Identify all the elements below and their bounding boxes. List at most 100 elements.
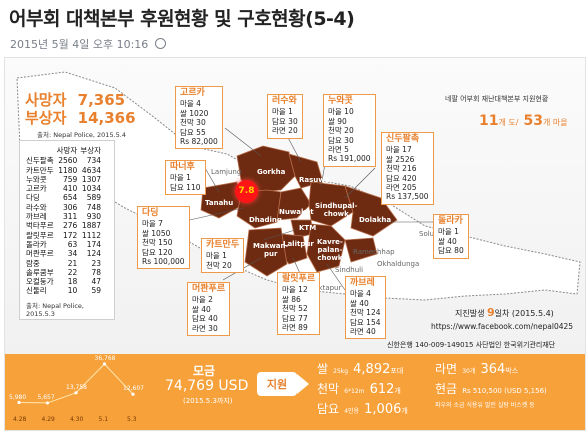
table-cell: 1307	[81, 174, 102, 184]
table-cell: 21	[67, 258, 78, 268]
table-header: 사망자	[56, 146, 78, 155]
relief-box-line: 라면 5	[328, 145, 349, 155]
relief-box-lalitpur: 랄릿푸르 마을 12 쌀 86 천막 52 담요 77 라면 89	[277, 272, 321, 336]
relief-box-line: 담요 110	[170, 182, 201, 192]
relief-box-line: 천막 124	[350, 308, 381, 318]
label-nuwakot: Nuwakot	[279, 208, 314, 216]
relief-box-line: 천막 52	[282, 304, 308, 314]
table-cell: 신둘리	[26, 286, 47, 296]
total-ramen: 라면 30개 364박스	[435, 358, 518, 377]
injured-label: 부상자	[25, 109, 67, 127]
label-tanahu: Tanahu	[205, 199, 234, 207]
support-counts: 11개 도/ 53개 마을	[479, 110, 568, 129]
injured-stat: 부상자 14,366	[25, 110, 136, 127]
table-cell: 누와콧	[26, 174, 47, 184]
table-cell: 59	[91, 286, 102, 296]
relief-box-tanahu: 따너후 마을 1 담요 110	[165, 160, 206, 196]
rice-value: 4,892	[353, 362, 391, 377]
days-suffix: 일차 (2015.5.4)	[494, 309, 554, 318]
table-cell: 오컬둥가	[26, 277, 54, 287]
relief-box-line: 마을 12	[282, 285, 308, 295]
ramen-unit: 30개	[462, 368, 476, 375]
table-cell: 34	[67, 249, 78, 259]
support-badge-text: 지원	[266, 378, 288, 391]
facebook-link[interactable]: https://www.facebook.com/nepal0425	[431, 322, 574, 331]
table-cell: 카트만두	[26, 165, 54, 175]
rice-label: 쌀	[317, 362, 329, 376]
globe-icon	[154, 38, 166, 49]
label-dhading: Dhading	[249, 216, 282, 224]
table-row: 오컬둥가 18 47	[26, 277, 104, 286]
table-row: 까브레 311 930	[26, 212, 104, 221]
district-ramechhap	[344, 237, 378, 263]
table-cell: 2560	[58, 156, 78, 166]
days-prefix: 지진발생	[455, 309, 485, 318]
relief-box-kathmandu: 카트만두 마을 1 천막 20	[201, 238, 245, 274]
table-cell: 589	[86, 193, 102, 203]
table-row: 벅타푸르 276 1887	[26, 221, 104, 230]
relief-box-line: 쌀 1020	[180, 108, 209, 118]
total-cash: 현금 Rs 510,500 (USD 5,156)	[435, 378, 547, 397]
table-cell: 47	[91, 277, 102, 287]
relief-box-title: 신두팔촉	[386, 134, 420, 144]
table-cell: 다딩	[26, 193, 40, 203]
relief-box-line: 마을 2	[192, 295, 213, 305]
trend-point	[17, 400, 21, 405]
post-date[interactable]: 2015년 5월 4일 오후 10:16	[10, 36, 166, 52]
relief-box-title: 따너후	[170, 162, 195, 172]
relief-box-line: 담요 120	[142, 247, 173, 257]
table-row: 고르카 410 1034	[26, 184, 104, 193]
ramen-suffix: 박스	[505, 367, 519, 375]
days-value: 9	[487, 306, 495, 319]
table-cell: 22	[67, 267, 78, 277]
district-table: 사망자 부상자 신두팔촉 2560 734 카트만두 1180 4634 누와콧 759 1307…	[26, 146, 104, 296]
total-tent: 천막 6*12m 612개	[317, 378, 401, 397]
table-row: 다딩 654 589	[26, 193, 104, 202]
relief-box-title: 머콴푸르	[192, 284, 226, 294]
villages-count: 53	[523, 113, 544, 129]
blanket-label: 담요	[317, 402, 340, 416]
relief-box-title: 고르카	[180, 88, 205, 98]
table-cell: 124	[86, 249, 102, 259]
trend-point	[102, 362, 107, 366]
table-cell: 748	[86, 202, 102, 212]
total-rice: 쌀 25kg 4,892포대	[317, 358, 403, 377]
cash-value: Rs 510,500 (USD 5,156)	[462, 387, 547, 395]
table-cell: 솔루쿰부	[26, 267, 54, 277]
label-makwanpur: Makwan-pur	[253, 242, 289, 258]
table-row: 카트만두 1180 4634	[26, 166, 104, 175]
relief-box-line: 마을 4	[180, 99, 201, 109]
table-cell: 1180	[58, 165, 78, 175]
dead-label: 사망자	[25, 91, 67, 109]
days-since: 지진발생 9일차 (2015.5.4)	[455, 306, 554, 319]
table-cell: 734	[86, 156, 102, 166]
relief-box-line: 마을 4	[350, 289, 371, 299]
injured-value: 14,366	[77, 109, 136, 127]
infographic-image[interactable]: 7.8 Lamjung Gorkha Rasuwa Tanahu Nuwakot…	[4, 57, 586, 431]
relief-box-title: 돌라카	[438, 216, 463, 226]
relief-box-title: 랄릿푸르	[282, 274, 316, 284]
trend-date-label: 5.1	[98, 416, 109, 423]
label-kavre: Kavre-palan-chowk	[317, 238, 343, 262]
relief-box-line: Rs 82,000	[180, 137, 218, 147]
table-cell: 까브레	[26, 212, 47, 222]
table-cell: 306	[62, 202, 78, 212]
trend-point	[45, 401, 50, 405]
relief-box-line: 마을 7	[142, 219, 163, 229]
items-note: 파우와 소금 식용유 말린 실탕 비스켓 등	[435, 402, 535, 409]
table-cell: 172	[62, 230, 78, 240]
relief-box-line: 마을 1	[170, 173, 191, 183]
table-header: 부상자	[80, 146, 102, 155]
table-cell: 랄릿푸르	[26, 230, 54, 240]
relief-box-nuwakot: 누와콧 마을 10 쌀 90 천막 20 담요 30 라면 5 Rs 191,000	[323, 94, 376, 167]
district-makwanpur	[244, 227, 288, 277]
relief-box-title: 러수와	[272, 96, 297, 106]
table-row: 라수와 306 748	[26, 203, 104, 212]
dead-stat: 사망자 7,365	[25, 92, 125, 109]
relief-box-line: 쌀 86	[282, 294, 301, 304]
table-cell: 4634	[81, 165, 102, 175]
table-cell: 머콴푸르	[26, 249, 54, 259]
label-okhaldunga: Okhaldunga	[377, 260, 420, 268]
table-cell: 라수와	[26, 202, 47, 212]
